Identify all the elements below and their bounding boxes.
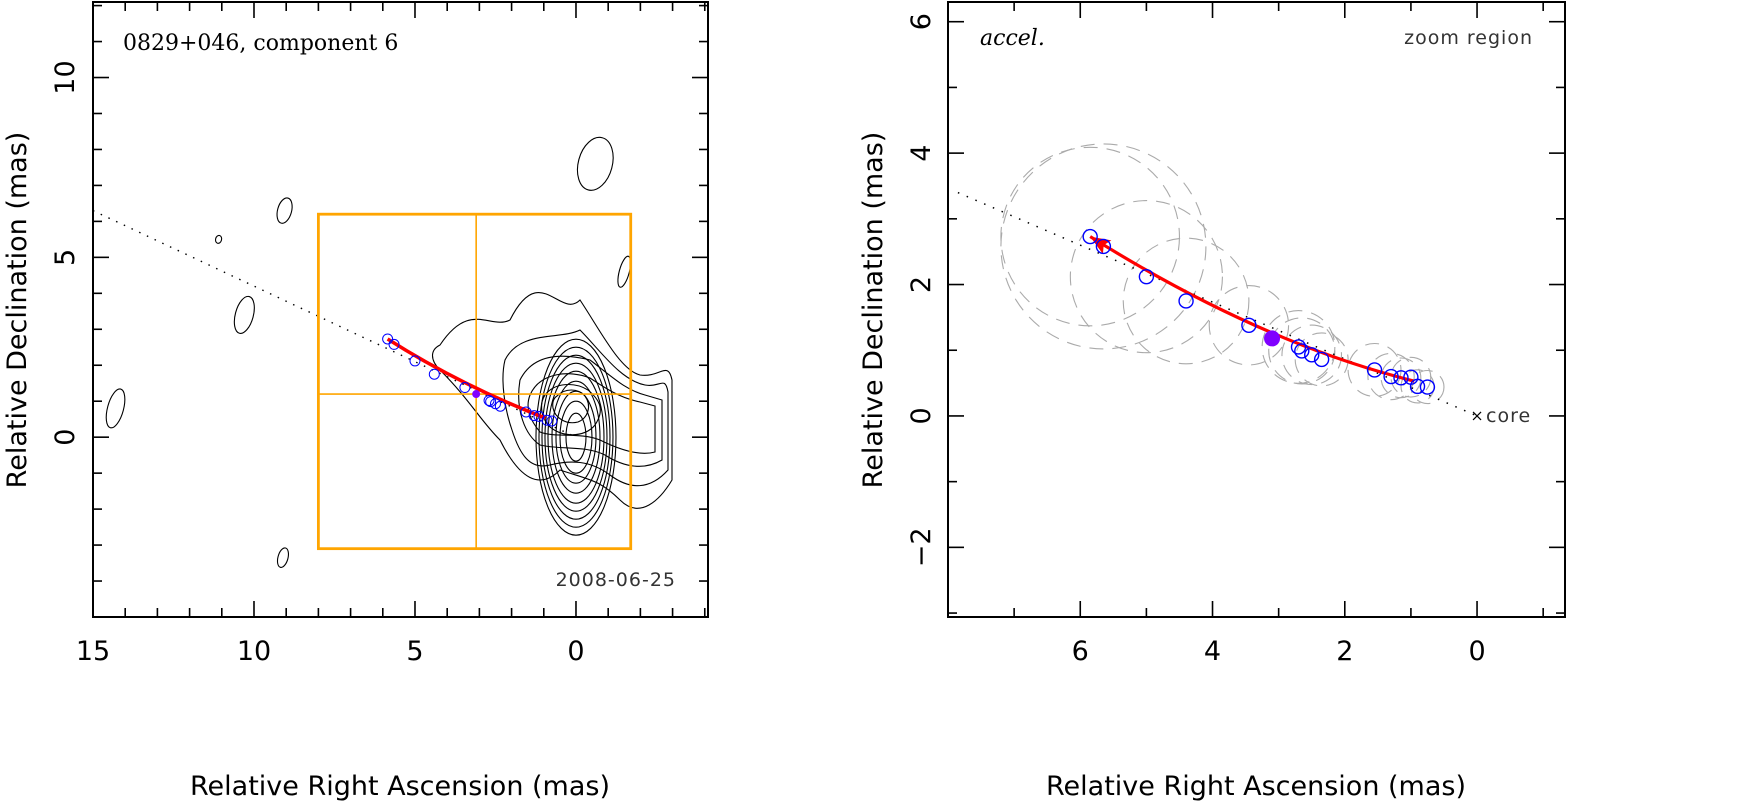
component-marker [1366,362,1383,378]
component-marker [1393,370,1409,386]
component-marker [483,394,495,406]
right-plot-frame [947,1,1566,618]
error-circle [1122,237,1250,365]
fit-track [386,337,547,420]
component-marker [1294,343,1310,359]
x-tick-label: 5 [406,636,423,667]
right-panel: core 6 4 2 0 −2 0 2 4 6 accel. zoom region Relat… [858,1,1566,802]
x-tick-label: 6 [1072,636,1089,667]
jet-axis-line [92,209,577,438]
component-marker [1241,317,1257,333]
contour-jet [552,389,590,424]
component-marker [1178,293,1194,309]
x-tick-label: 4 [1204,636,1221,667]
error-circle [1367,352,1415,401]
component-marker [409,355,421,367]
component-marker [1313,351,1330,368]
component-marker [1383,368,1399,385]
contour-core [538,346,614,528]
component-marker [1403,369,1419,385]
y-tick-label: −2 [906,527,937,567]
component-marker [546,415,558,427]
component-marker [1138,268,1155,285]
x-tick-label: 10 [237,636,271,667]
component-marker [541,414,553,426]
contour-jet [527,373,656,454]
contour-core [555,390,597,484]
right-axis-ticks: 6 4 2 0 −2 0 2 4 6 [906,2,1565,667]
left-y-axis-label: Relative Declination (mas) [2,132,33,489]
contour-noise [576,136,614,191]
reference-epoch-marker [1264,330,1281,347]
contour-core [541,354,611,520]
component-marker [428,368,440,380]
component-marker [1304,347,1320,363]
component-marker [485,396,497,408]
x-tick-label: 2 [1336,636,1353,667]
right-accel-label: accel. [980,26,1045,51]
error-circle [1281,324,1343,386]
y-tick-label: 5 [50,249,81,266]
y-tick-label: 0 [50,429,81,446]
component-marker [1419,379,1436,395]
left-x-axis-label: Relative Right Ascension (mas) [190,771,610,802]
contour-noise [233,295,255,334]
x-tick-label: 15 [76,636,110,667]
component-marker [1409,378,1426,395]
component-marker [382,333,394,345]
left-panel: 15 10 5 0 0 5 10 0829+046, component 6 2008-06… [2,1,709,802]
left-date-annotation: 2008-06-25 [556,569,676,591]
y-tick-label: 0 [906,407,937,424]
core-label: core [1486,405,1531,427]
reference-epoch-marker [472,390,481,399]
error-circle [1410,369,1445,405]
contour-jet [502,329,669,487]
left-plot-frame [92,1,709,618]
y-tick-label: 2 [906,276,937,293]
core-marker-icon [1472,411,1482,421]
component-marker [1082,228,1098,245]
component-marker [459,382,471,394]
zoom-region-box [316,212,633,551]
x-tick-label: 0 [1468,636,1485,667]
left-title: 0829+046, component 6 [123,31,398,56]
contour-noise [105,388,126,429]
component-marker [388,338,400,350]
contour-core [551,380,601,494]
component-marker [1290,339,1307,355]
right-x-axis-label: Relative Right Ascension (mas) [1046,771,1466,802]
error-circle [1347,342,1402,397]
contour-noise [276,547,290,568]
error-circle [1268,317,1336,385]
error-circle [1380,357,1422,399]
x-tick-label: 0 [567,636,584,667]
left-plot-features [92,209,633,551]
radio-contours [105,136,673,568]
error-circle [1208,285,1290,366]
contour-jet [518,355,663,467]
fit-track [1089,235,1415,383]
y-tick-label: 10 [50,60,81,94]
contour-jet [431,292,673,509]
contour-noise [617,255,632,288]
error-circle [1294,332,1349,387]
component-marker [494,400,506,412]
error-circle [1000,146,1181,327]
contour-core [547,370,605,504]
component-marker [1095,238,1112,255]
y-tick-label: 6 [906,13,937,30]
contour-core [535,338,617,536]
contour-core [544,362,608,512]
contour-noise [276,197,293,224]
y-tick-label: 4 [906,145,937,162]
left-axis-ticks: 15 10 5 0 0 5 10 [50,2,708,667]
error-circle [1000,143,1207,350]
right-y-axis-label: Relative Declination (mas) [858,132,889,489]
component-marker [528,410,540,422]
contour-noise [214,234,223,244]
right-zoom-region-label: zoom region [1404,27,1533,49]
error-circle [1069,200,1223,354]
right-plot-features: core [957,143,1531,427]
